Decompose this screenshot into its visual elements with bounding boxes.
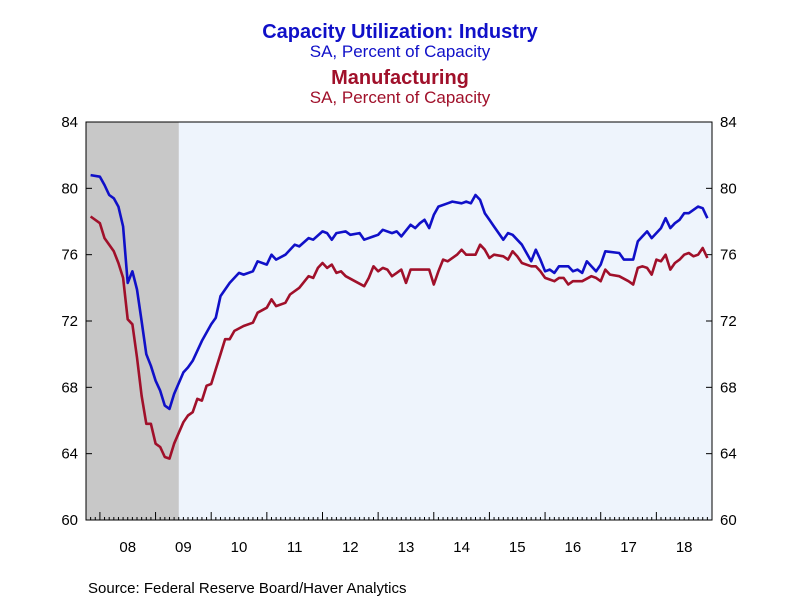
- y-axis-right: 60 64 68 72 76 80 84: [720, 114, 737, 529]
- chart-title-manufacturing: Manufacturing: [331, 67, 469, 89]
- y-tick-label-left: 80: [61, 180, 78, 197]
- series-lines: [89, 173, 709, 460]
- y-tick-label-right: 60: [720, 512, 737, 529]
- plot-frame: [85, 121, 713, 521]
- y-tick-label-right: 64: [720, 446, 737, 463]
- y-tick-label-right: 68: [720, 379, 737, 396]
- y-tick-label-right: 72: [720, 313, 737, 330]
- x-tick-label: 14: [453, 539, 470, 556]
- x-tick-label: 16: [565, 539, 582, 556]
- chart-subtitle-industry: SA, Percent of Capacity: [309, 42, 491, 61]
- y-axis-left: 60 64 68 72 76 80 84: [61, 114, 78, 529]
- y-tick-label-left: 84: [61, 114, 78, 131]
- y-tick-label-left: 72: [61, 313, 78, 330]
- y-tick-label-left: 60: [61, 512, 78, 529]
- chart-subtitle-manufacturing: SA, Percent of Capacity: [309, 88, 491, 107]
- y-tick-label-left: 68: [61, 379, 78, 396]
- x-tick-label: 18: [676, 539, 693, 556]
- y-tick-label-right: 76: [720, 247, 737, 264]
- y-tick-label-left: 64: [61, 446, 78, 463]
- x-tick-label: 17: [620, 539, 637, 556]
- x-tick-label: 15: [509, 539, 526, 556]
- x-tick-label: 12: [342, 539, 359, 556]
- y-tick-label-right: 80: [720, 180, 737, 197]
- plot-area: [86, 122, 712, 520]
- x-tick-label: 10: [231, 539, 248, 556]
- y-tick-label-right: 84: [720, 114, 737, 131]
- chart-title-industry: Capacity Utilization: Industry: [262, 21, 538, 43]
- series-line-manufacturing: [89, 215, 709, 460]
- x-axis: 08 09 10 11 12 13 14 15 16 17 18: [119, 539, 692, 556]
- y-tick-label-left: 76: [61, 247, 78, 264]
- x-tick-label: 08: [119, 539, 136, 556]
- x-tick-label: 09: [175, 539, 192, 556]
- series-line-industry: [90, 173, 709, 411]
- source-note: Source: Federal Reserve Board/Haver Anal…: [88, 580, 407, 597]
- recession-shading: [86, 122, 179, 520]
- x-tick-label: 13: [398, 539, 415, 556]
- x-tick-label: 11: [287, 539, 303, 556]
